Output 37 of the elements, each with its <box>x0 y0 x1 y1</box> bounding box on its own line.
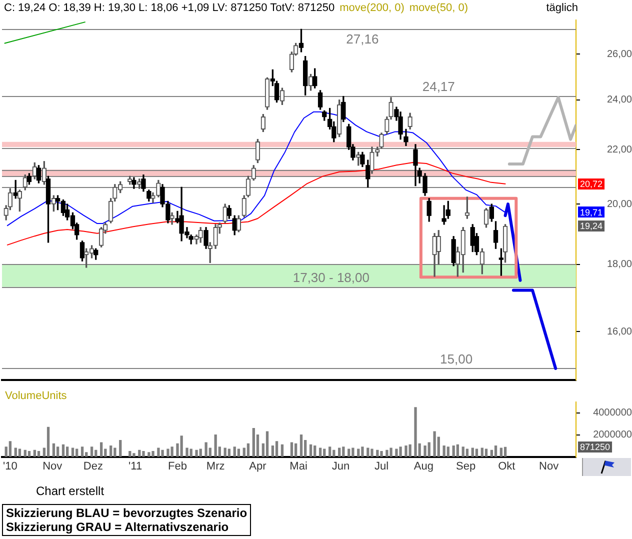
x-tick-label: Sep <box>456 460 476 472</box>
text: Chart erstellt <box>36 484 104 498</box>
y-tick-label: 18,00 <box>606 259 632 270</box>
x-tick-label: Okt <box>498 460 516 472</box>
x-tick-label: Mrz <box>206 460 225 472</box>
x-tick-label: Mai <box>290 460 308 472</box>
note-box: Skizzierung BLAU = bevorzugtes Szenario Skizzierung GRAU = Alternativszenario <box>2 504 252 536</box>
text: move(50, 0) <box>409 1 468 15</box>
x-tick-label: Nov <box>539 460 560 472</box>
x-tick-label: Aug <box>414 460 434 472</box>
x-tick-label: Apr <box>249 460 267 472</box>
x-tick-label: Nov <box>42 460 63 472</box>
x-tick-label: Dez <box>83 460 103 472</box>
x-tick-label: Jul <box>374 460 389 472</box>
x-tick-label: '10 <box>3 460 18 472</box>
y-tick-label: 4000000 <box>593 408 632 419</box>
y-tick-label: 24,00 <box>606 94 632 106</box>
x-tick-label: '11 <box>128 460 142 472</box>
y-tick-label: 22,00 <box>606 144 632 156</box>
annotation: 15,00 <box>440 352 473 367</box>
annotation: 20,72 <box>580 178 603 189</box>
x-tick-label: Jun <box>332 460 350 472</box>
y-tick-label: 20,00 <box>606 198 632 210</box>
annotation: 19,24 <box>580 221 603 232</box>
annotation: 17,30 - 18,00 <box>292 270 370 286</box>
x-tick-label: Feb <box>168 460 187 472</box>
y-tick-label: 2000000 <box>593 430 632 441</box>
annotation: 871250 <box>580 442 610 452</box>
y-tick-label: 26,00 <box>606 48 632 60</box>
annotation: 19,71 <box>580 207 603 218</box>
y-tick-label: 16,00 <box>606 326 632 338</box>
text: move(200, 0) <box>340 1 404 15</box>
chart-subtitle: täglich <box>546 1 578 15</box>
chart-title: VolumeUnits <box>5 390 67 402</box>
chart-title: C: 19,24 O: 18,39 H: 19,30 L: 18,06 +1,09 LV: 871250 TotV: 871250 <box>4 1 335 15</box>
annotation: 24,17 <box>422 78 455 94</box>
annotation: 27,16 <box>346 31 379 46</box>
